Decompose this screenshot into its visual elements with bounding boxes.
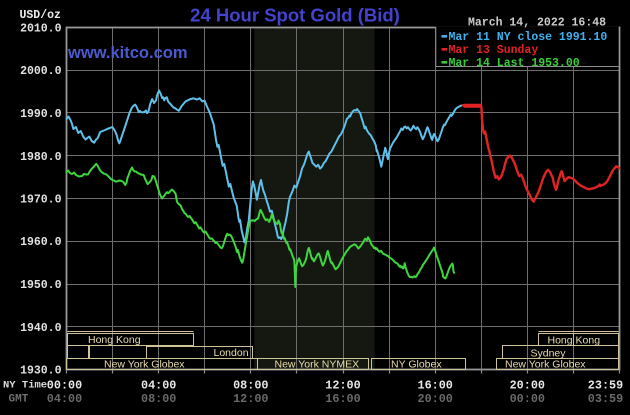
svg-text:USD/oz: USD/oz	[20, 9, 62, 22]
svg-text:NY Globex: NY Globex	[391, 358, 442, 370]
svg-text:Mar 13 Sunday: Mar 13 Sunday	[449, 44, 539, 57]
svg-text:2000.0: 2000.0	[20, 65, 62, 78]
svg-text:London: London	[214, 347, 249, 359]
svg-text:1950.0: 1950.0	[20, 279, 62, 292]
svg-text:1990.0: 1990.0	[20, 108, 62, 121]
svg-text:GMT: GMT	[9, 394, 29, 406]
svg-text:New York NYMEX: New York NYMEX	[275, 358, 360, 370]
svg-text:04:00: 04:00	[47, 392, 82, 406]
svg-text:March 14, 2022 16:48: March 14, 2022 16:48	[468, 17, 606, 30]
svg-text:20:00: 20:00	[417, 392, 452, 406]
svg-text:Hong Kong: Hong Kong	[88, 334, 141, 346]
svg-text:New York Globex: New York Globex	[505, 358, 586, 370]
svg-text:00:00: 00:00	[510, 392, 545, 406]
svg-text:23:59: 23:59	[588, 379, 623, 393]
svg-text:Mar 14 Last 1953.00: Mar 14 Last 1953.00	[449, 57, 580, 70]
svg-text:00:00: 00:00	[47, 379, 82, 393]
svg-text:NY Time: NY Time	[3, 380, 47, 392]
svg-text:16:00: 16:00	[417, 379, 452, 393]
svg-text:1940.0: 1940.0	[20, 322, 62, 335]
svg-text:12:00: 12:00	[233, 392, 268, 406]
svg-text:1970.0: 1970.0	[20, 194, 62, 207]
svg-text:1930.0: 1930.0	[20, 365, 62, 378]
svg-text:20:00: 20:00	[510, 379, 545, 393]
svg-text:08:00: 08:00	[141, 392, 176, 406]
svg-text:1980.0: 1980.0	[20, 151, 62, 164]
svg-text:Mar 11 NY close 1991.10: Mar 11 NY close 1991.10	[449, 31, 608, 44]
svg-text:www.kitco.com: www.kitco.com	[67, 44, 188, 62]
svg-text:2010.0: 2010.0	[20, 23, 62, 36]
svg-text:03:59: 03:59	[588, 392, 623, 406]
svg-text:1960.0: 1960.0	[20, 236, 62, 249]
svg-text:12:00: 12:00	[325, 379, 360, 393]
svg-text:Hong Kong: Hong Kong	[548, 335, 601, 347]
svg-text:04:00: 04:00	[141, 379, 176, 393]
svg-text:16:00: 16:00	[325, 392, 360, 406]
svg-text:08:00: 08:00	[233, 379, 268, 393]
svg-text:Sydney: Sydney	[531, 347, 567, 359]
svg-text:New York Globex: New York Globex	[104, 358, 185, 370]
svg-text:24 Hour Spot Gold (Bid): 24 Hour Spot Gold (Bid)	[190, 5, 400, 26]
